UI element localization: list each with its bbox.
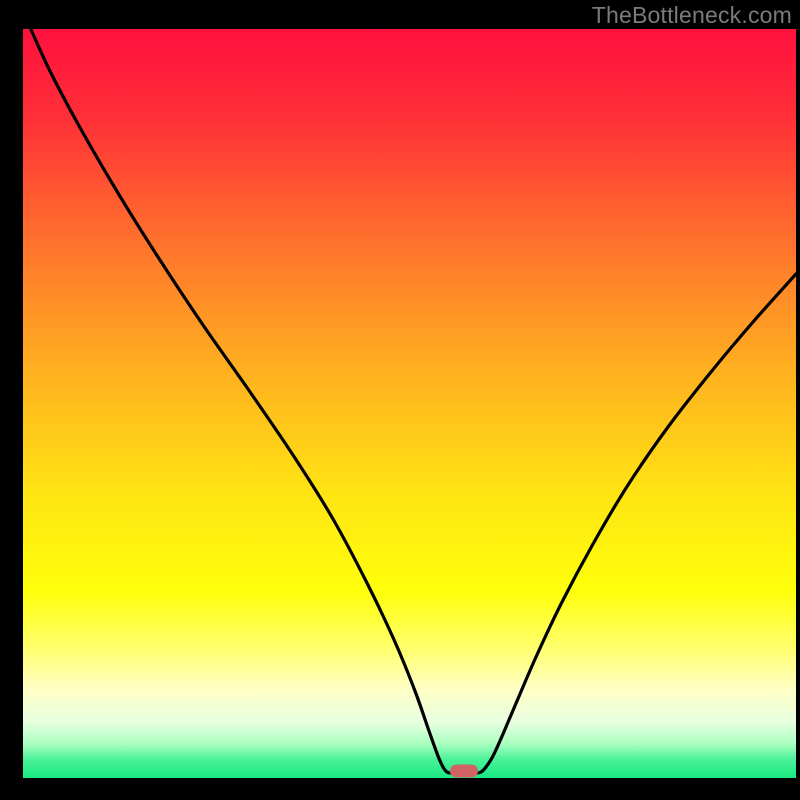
bottleneck-curve: [23, 29, 796, 778]
optimum-marker: [450, 765, 478, 778]
plot-area: [23, 29, 796, 778]
watermark-text: TheBottleneck.com: [592, 2, 792, 29]
chart-frame: [0, 0, 800, 800]
